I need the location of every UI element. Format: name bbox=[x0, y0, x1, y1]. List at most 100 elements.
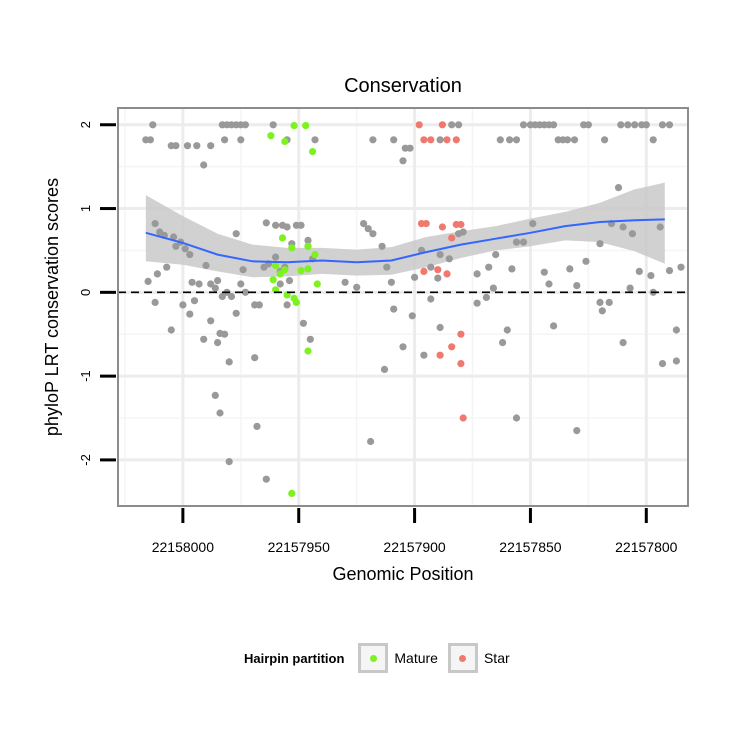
point-other bbox=[353, 283, 361, 291]
point-other bbox=[149, 121, 157, 129]
smooth-line-layer bbox=[145, 218, 665, 264]
point-other bbox=[427, 263, 435, 271]
point-other bbox=[485, 263, 493, 271]
point-star bbox=[457, 220, 465, 229]
point-other bbox=[216, 409, 224, 417]
point-other bbox=[225, 358, 233, 366]
point-other bbox=[658, 121, 667, 129]
point-other bbox=[473, 270, 481, 278]
point-mature bbox=[288, 489, 296, 497]
point-other bbox=[306, 335, 314, 343]
point-other bbox=[241, 121, 249, 129]
point-other bbox=[262, 219, 270, 227]
point-star bbox=[420, 136, 428, 144]
point-mature bbox=[267, 132, 275, 140]
point-star bbox=[438, 223, 446, 231]
point-other bbox=[519, 238, 528, 246]
point-other bbox=[272, 253, 280, 261]
point-star bbox=[459, 414, 467, 422]
point-star bbox=[457, 360, 465, 368]
point-other bbox=[255, 301, 263, 309]
point-other bbox=[214, 339, 222, 347]
point-other bbox=[649, 136, 657, 144]
point-other bbox=[207, 317, 215, 325]
point-other bbox=[503, 326, 511, 334]
y-tick-label: 2 bbox=[78, 121, 93, 128]
y-tick-label: 0 bbox=[78, 289, 93, 296]
point-other bbox=[566, 265, 574, 273]
point-other bbox=[272, 221, 280, 229]
y-tick-label: -2 bbox=[78, 454, 93, 466]
point-other bbox=[506, 136, 514, 144]
point-other bbox=[459, 228, 467, 236]
point-other bbox=[227, 292, 236, 301]
point-mature bbox=[281, 266, 289, 274]
point-other bbox=[172, 242, 180, 250]
point-other bbox=[584, 121, 593, 129]
point-other bbox=[582, 257, 590, 265]
point-other bbox=[190, 297, 199, 305]
plot-panel-border bbox=[117, 107, 689, 507]
point-other bbox=[624, 121, 632, 129]
point-other bbox=[211, 284, 219, 292]
point-other bbox=[635, 267, 643, 275]
point-mature bbox=[304, 347, 312, 355]
point-other bbox=[207, 280, 215, 288]
x-tick-label: 22158000 bbox=[152, 539, 215, 555]
point-other bbox=[550, 322, 558, 330]
point-other bbox=[193, 142, 201, 150]
point-other bbox=[200, 335, 208, 343]
point-other bbox=[251, 354, 259, 362]
point-other bbox=[239, 266, 247, 274]
legend-swatch-mature bbox=[369, 654, 377, 662]
point-star bbox=[438, 121, 446, 129]
point-other bbox=[218, 292, 226, 301]
point-other bbox=[519, 121, 528, 129]
point-other bbox=[181, 245, 189, 253]
point-other bbox=[304, 236, 312, 244]
point-other bbox=[237, 280, 245, 288]
point-other bbox=[297, 221, 305, 229]
point-other bbox=[237, 136, 245, 144]
point-other bbox=[170, 233, 178, 241]
point-other bbox=[311, 136, 319, 144]
point-other bbox=[283, 301, 291, 309]
legend-swatch-star bbox=[459, 654, 467, 662]
point-other bbox=[658, 360, 667, 368]
point-other bbox=[492, 251, 500, 259]
point-mature bbox=[272, 261, 280, 270]
point-other bbox=[232, 230, 240, 238]
point-other bbox=[151, 298, 159, 306]
point-other bbox=[512, 136, 521, 144]
point-other bbox=[665, 267, 674, 275]
point-other bbox=[570, 136, 579, 144]
point-mature bbox=[290, 122, 298, 130]
point-mature bbox=[281, 137, 289, 146]
point-star bbox=[448, 234, 456, 242]
point-other bbox=[390, 136, 398, 144]
point-mature bbox=[276, 270, 284, 278]
point-other bbox=[200, 161, 208, 169]
plot-panel bbox=[118, 108, 688, 506]
point-other bbox=[499, 339, 507, 347]
point-other bbox=[482, 293, 490, 301]
point-other bbox=[434, 274, 442, 282]
point-other bbox=[186, 310, 194, 318]
point-other bbox=[473, 299, 481, 307]
point-other bbox=[364, 225, 372, 233]
point-other bbox=[550, 121, 558, 129]
point-other bbox=[380, 365, 389, 373]
point-other bbox=[545, 280, 553, 288]
point-other bbox=[269, 121, 277, 129]
point-other bbox=[408, 312, 416, 320]
point-other bbox=[512, 414, 521, 422]
point-other bbox=[253, 422, 261, 430]
x-tick-label: 22157900 bbox=[383, 539, 446, 555]
chart-title: Conservation bbox=[344, 75, 462, 97]
point-other bbox=[146, 136, 154, 144]
point-other bbox=[540, 268, 548, 276]
point-other bbox=[614, 184, 623, 192]
point-other bbox=[626, 284, 634, 292]
point-other bbox=[619, 339, 627, 347]
